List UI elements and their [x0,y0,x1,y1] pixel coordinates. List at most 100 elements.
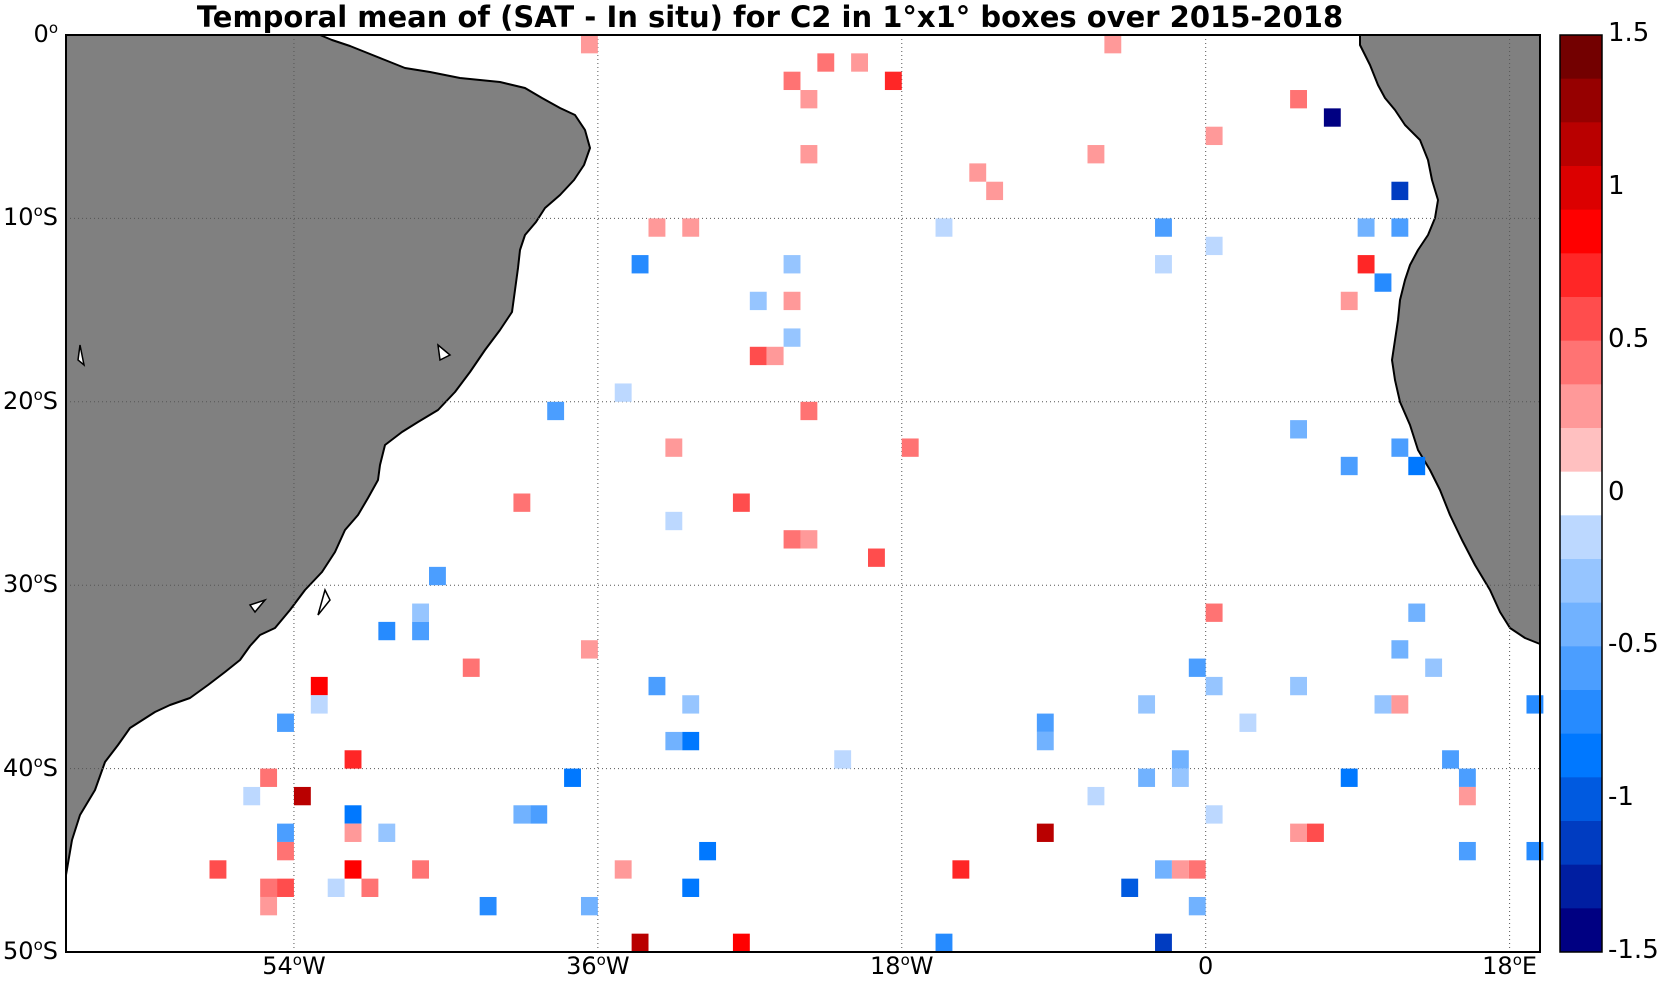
data-box [1306,823,1324,842]
data-box [277,878,294,897]
data-box [665,511,683,531]
data-box [631,933,649,952]
data-box [260,878,278,897]
data-box [800,401,818,421]
data-box [1408,603,1426,622]
data-box [1138,695,1156,714]
data-box [1290,420,1307,439]
data-box [344,860,362,879]
data-box [1171,750,1189,769]
data-box [665,438,683,457]
lon-tick-label: 36oW [566,951,630,980]
colorbar-segment [1560,78,1602,123]
colorbar-segment [1560,209,1602,254]
data-box [547,401,565,421]
data-box [310,676,328,696]
data-box [1340,768,1358,787]
lat-tick-label: 50oS [3,936,58,965]
colorbar [1559,34,1603,953]
data-box [732,493,750,512]
data-box [580,896,598,916]
data-box [766,346,784,366]
data-box [614,383,632,402]
data-box [868,548,885,567]
data-box [243,786,261,806]
data-box [1171,860,1189,879]
colorbar-tick-label: -1 [1608,782,1634,813]
data-box [1104,35,1122,54]
data-box [530,805,548,824]
data-box [851,53,869,72]
africa-landmass [1359,34,1541,645]
data-box [665,731,683,751]
data-box [699,841,717,861]
data-box [1374,273,1392,292]
data-box [783,255,801,274]
data-box [1205,805,1223,824]
data-box [1391,218,1409,237]
data-box [1205,603,1223,622]
data-box [1290,676,1307,696]
colorbar-segment [1560,821,1602,866]
south-america-landmass [65,34,591,876]
data-box [1357,218,1375,237]
map-title: Temporal mean of (SAT - In situ) for C2 … [196,0,1344,34]
data-box [648,676,666,696]
data-box [293,786,311,806]
colorbar-segment [1560,297,1602,342]
data-box [277,841,294,861]
colorbar-tick-label: 1.5 [1608,18,1650,48]
data-box [361,878,379,897]
colorbar-tick-label: 0 [1608,476,1625,507]
data-box [1087,145,1105,164]
data-box [800,530,818,549]
data-box [1391,695,1409,714]
colorbar-segment [1560,646,1602,691]
data-box [783,291,801,311]
colorbar-segment [1560,559,1602,604]
coast-island-4 [248,598,268,614]
data-box [986,181,1004,201]
lon-tick-label: 18oE [1482,951,1538,980]
colorbar-segment [1560,35,1602,80]
data-box [1155,218,1172,237]
data-box [1036,823,1054,842]
data-box [1340,291,1358,311]
colorbar-segment [1560,602,1602,647]
data-box [564,768,581,787]
coast-island-2 [437,343,452,362]
data-box [1036,731,1054,751]
data-box [310,695,328,714]
data-box [1188,860,1206,879]
data-box [1458,841,1476,861]
colorbar-segment [1560,122,1602,167]
data-box [277,823,294,842]
data-box [1340,456,1358,476]
data-box [732,933,750,952]
data-box [412,621,430,641]
data-box [783,328,801,347]
data-box [749,346,767,366]
data-box [1188,896,1206,916]
colorbar-segment [1560,384,1602,429]
data-box [901,438,919,457]
data-box [277,713,294,732]
data-box [1188,658,1206,677]
data-box [209,860,227,879]
data-box [1205,236,1223,256]
colorbar-segment [1560,690,1602,735]
colorbar-segment [1560,428,1602,473]
colorbar-tick-label: -1.5 [1608,935,1659,965]
data-box [682,218,700,237]
colorbar-tick-label: 0.5 [1608,323,1650,354]
data-box [378,823,396,842]
coast-island-1 [77,344,86,367]
colorbar-tick-label: 1 [1608,170,1625,201]
colorbar-segment [1560,340,1602,385]
data-box [1391,181,1409,201]
data-box [462,658,480,677]
data-box [1425,658,1443,677]
data-box [969,163,987,182]
data-box [783,530,801,549]
colorbar-segment [1560,733,1602,778]
